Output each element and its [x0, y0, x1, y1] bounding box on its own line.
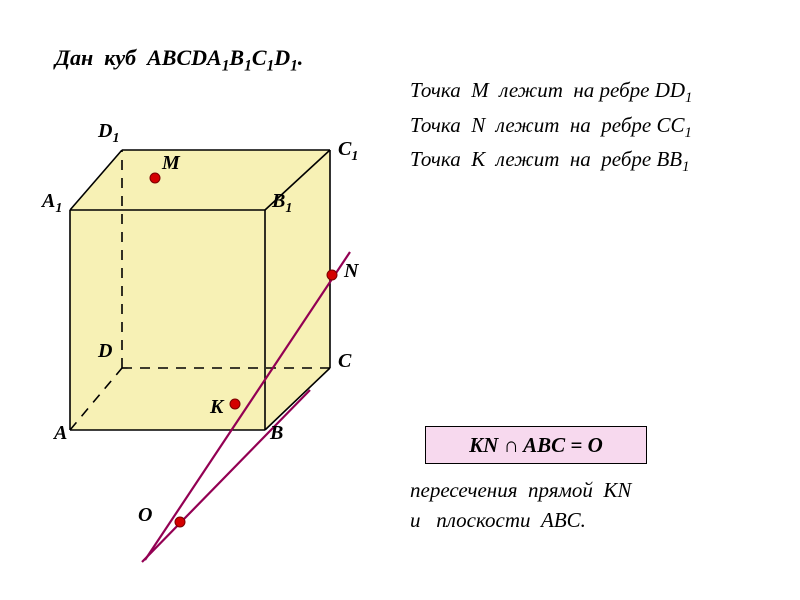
vertex-label-C: C: [338, 350, 351, 373]
point-label-M: M: [162, 152, 180, 175]
task-result-text: пересечения прямой KN и плоскости ABC.: [410, 475, 770, 536]
vertex-label-D: D: [98, 340, 112, 363]
point-label-K: K: [210, 396, 223, 419]
vertex-label-A: A: [54, 422, 67, 445]
vertex-label-B1: B1: [272, 190, 292, 217]
vertex-label-A1: A1: [42, 190, 62, 217]
task-description: Точка М лежит на ребре DD1Точка N лежит …: [410, 75, 760, 179]
point-label-O: O: [138, 504, 152, 527]
vertex-label-B: B: [270, 422, 283, 445]
result-formula: KN ∩ ABC = О: [425, 426, 647, 464]
vertex-label-C1: C1: [338, 138, 358, 165]
vertex-label-D1: D1: [98, 120, 119, 147]
task-heading: Дан куб ABCDA1B1C1D1.: [55, 45, 395, 75]
point-label-N: N: [344, 260, 358, 283]
